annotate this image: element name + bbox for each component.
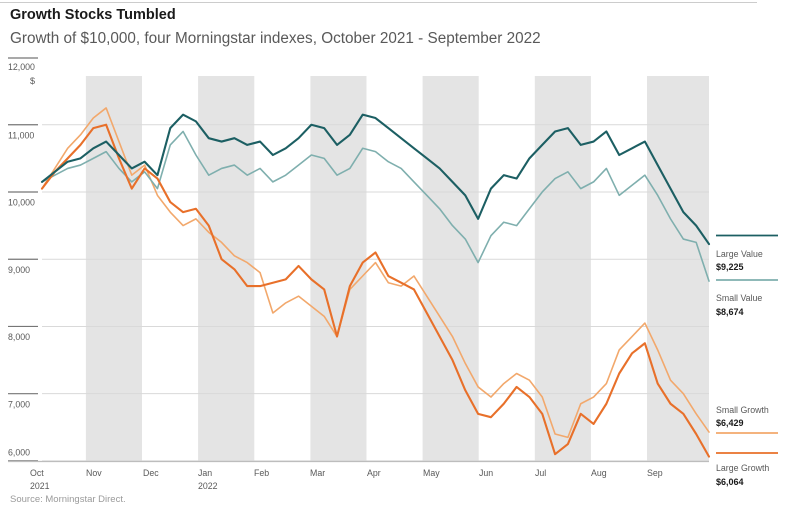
svg-text:Sep: Sep	[647, 468, 663, 478]
svg-text:Jan: Jan	[198, 468, 212, 478]
svg-text:Apr: Apr	[367, 468, 381, 478]
svg-text:Feb: Feb	[254, 468, 269, 478]
svg-text:Small Growth: Small Growth	[716, 405, 769, 415]
svg-text:May: May	[423, 468, 440, 478]
svg-text:$8,674: $8,674	[716, 307, 744, 317]
svg-text:Jul: Jul	[535, 468, 546, 478]
svg-text:6,000: 6,000	[8, 448, 30, 458]
svg-text:10,000: 10,000	[8, 198, 35, 208]
svg-text:Nov: Nov	[86, 468, 102, 478]
svg-text:Dec: Dec	[143, 468, 159, 478]
svg-text:Large Value: Large Value	[716, 249, 763, 259]
svg-text:Mar: Mar	[310, 468, 325, 478]
svg-text:Oct: Oct	[30, 468, 44, 478]
svg-text:8,000: 8,000	[8, 332, 30, 342]
svg-text:Large Growth: Large Growth	[716, 463, 769, 473]
svg-text:Jun: Jun	[479, 468, 493, 478]
svg-text:2022: 2022	[198, 481, 218, 491]
svg-text:$: $	[30, 76, 35, 86]
svg-text:Small Value: Small Value	[716, 293, 762, 303]
svg-text:$6,064: $6,064	[716, 477, 744, 487]
svg-text:2021: 2021	[30, 481, 50, 491]
svg-text:$9,225: $9,225	[716, 262, 744, 272]
svg-text:12,000: 12,000	[8, 62, 35, 72]
svg-text:9,000: 9,000	[8, 265, 30, 275]
svg-text:11,000: 11,000	[8, 131, 34, 141]
svg-text:$6,429: $6,429	[716, 418, 744, 428]
svg-text:Aug: Aug	[591, 468, 607, 478]
svg-text:7,000: 7,000	[8, 400, 30, 410]
